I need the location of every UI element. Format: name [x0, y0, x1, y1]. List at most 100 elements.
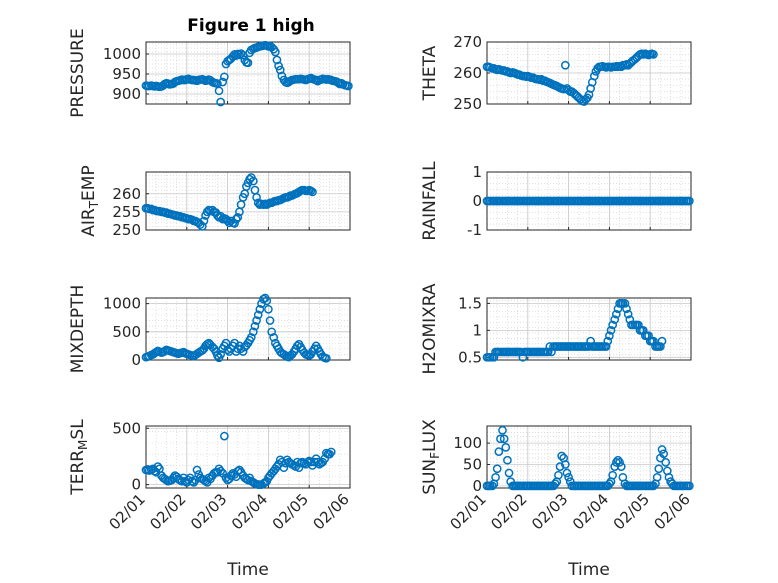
- data-point: [226, 471, 236, 480]
- figure-title: Figure 1 high: [187, 16, 315, 36]
- y-tick-label: 500: [112, 323, 141, 341]
- data-point: [659, 449, 669, 459]
- data-point: [253, 310, 263, 320]
- data-point: [233, 212, 243, 222]
- data-point: [499, 434, 509, 444]
- data-point: [611, 457, 621, 467]
- data-point: [503, 455, 512, 465]
- data-point: [504, 468, 514, 478]
- data-point: [279, 463, 289, 473]
- data-point: [246, 333, 256, 342]
- axes-box: [145, 297, 351, 361]
- data-point: [325, 449, 334, 459]
- data-point: [248, 176, 258, 186]
- data-point: [501, 443, 511, 452]
- data-point: [216, 350, 226, 359]
- y-axis-label: PRESSURE: [68, 28, 88, 117]
- data-point: [557, 451, 567, 461]
- data-point: [611, 309, 621, 319]
- data-point: [616, 462, 626, 471]
- data-point: [235, 50, 244, 60]
- y-tick-label: 1: [472, 321, 482, 339]
- data-points: [141, 173, 317, 231]
- data-point: [192, 465, 202, 475]
- data-point: [589, 71, 599, 81]
- chart-theta: 250 260 270 THETA: [420, 33, 692, 113]
- data-point: [197, 222, 207, 231]
- data-point: [610, 315, 620, 324]
- data-point: [657, 336, 667, 346]
- y-tick-label: 260: [112, 185, 141, 203]
- data-point: [564, 472, 573, 482]
- y-tick-label: 270: [453, 33, 482, 51]
- data-point: [272, 55, 282, 65]
- data-point: [231, 214, 241, 224]
- data-point: [494, 447, 504, 457]
- data-point: [250, 321, 260, 331]
- y-axis-label: RAINFALL: [420, 161, 440, 241]
- y-tick-label: 250: [453, 95, 482, 113]
- y-tick-label: 0.5: [458, 348, 482, 366]
- axes-box: [486, 297, 692, 361]
- data-point: [562, 468, 572, 478]
- y-tick-label: 0: [472, 477, 482, 495]
- data-point: [543, 347, 553, 357]
- y-axis-label: MIXDEPTH: [68, 285, 88, 374]
- chart-mixdepth: 0 500 1000 MIXDEPTH: [68, 285, 351, 374]
- y-tick-label: 50: [463, 455, 482, 473]
- y-tick-label: 1: [472, 163, 482, 181]
- y-tick-label: 250: [112, 221, 141, 239]
- data-point: [649, 481, 658, 491]
- data-points: [141, 293, 331, 363]
- data-point: [216, 97, 226, 107]
- data-point: [326, 447, 336, 457]
- data-points: [482, 299, 667, 362]
- data-point: [216, 466, 226, 476]
- data-point: [492, 464, 502, 474]
- data-point: [622, 304, 631, 314]
- data-point: [615, 457, 624, 467]
- data-point: [555, 462, 565, 471]
- grid: [487, 298, 691, 360]
- y-axis-label: SUNFLUX: [420, 419, 442, 495]
- data-point: [267, 327, 277, 337]
- data-point: [657, 445, 667, 454]
- chart-h2omixra: 0.5 1 1.5 H2OMIXRA: [420, 283, 692, 375]
- y-tick-label: -1: [467, 221, 482, 239]
- axes-box: [145, 171, 351, 231]
- data-point: [224, 218, 234, 228]
- data-point: [550, 479, 560, 489]
- data-point: [560, 60, 570, 70]
- data-point: [265, 316, 275, 325]
- data-point: [601, 342, 611, 351]
- x-axis-label: Time: [567, 560, 610, 580]
- data-point: [321, 353, 331, 363]
- y-tick-label: 0: [131, 351, 141, 369]
- y-tick-label: 950: [112, 65, 141, 83]
- y-tick-label: 500: [112, 419, 141, 437]
- data-point: [219, 72, 229, 82]
- y-tick-label: 100: [453, 434, 482, 452]
- y-tick-label: 255: [112, 203, 141, 221]
- data-point: [243, 58, 253, 68]
- data-point: [685, 481, 694, 491]
- y-tick-label: 0: [472, 192, 482, 210]
- y-tick-label: 1000: [103, 295, 141, 313]
- y-tick-label: 260: [453, 64, 482, 82]
- y-axis-label: TERRMSL: [68, 419, 90, 496]
- data-point: [487, 481, 497, 491]
- y-axis-label: THETA: [420, 45, 440, 101]
- x-axis-label: Time: [226, 560, 269, 580]
- data-point: [652, 472, 662, 482]
- data-point: [218, 77, 228, 87]
- data-point: [496, 434, 505, 444]
- chart-pressure: 900 950 1000 PRESSURE: [68, 28, 353, 118]
- data-point: [608, 470, 618, 480]
- data-point: [219, 431, 229, 441]
- data-point: [606, 325, 616, 335]
- data-points: [482, 425, 694, 491]
- data-point: [262, 296, 272, 306]
